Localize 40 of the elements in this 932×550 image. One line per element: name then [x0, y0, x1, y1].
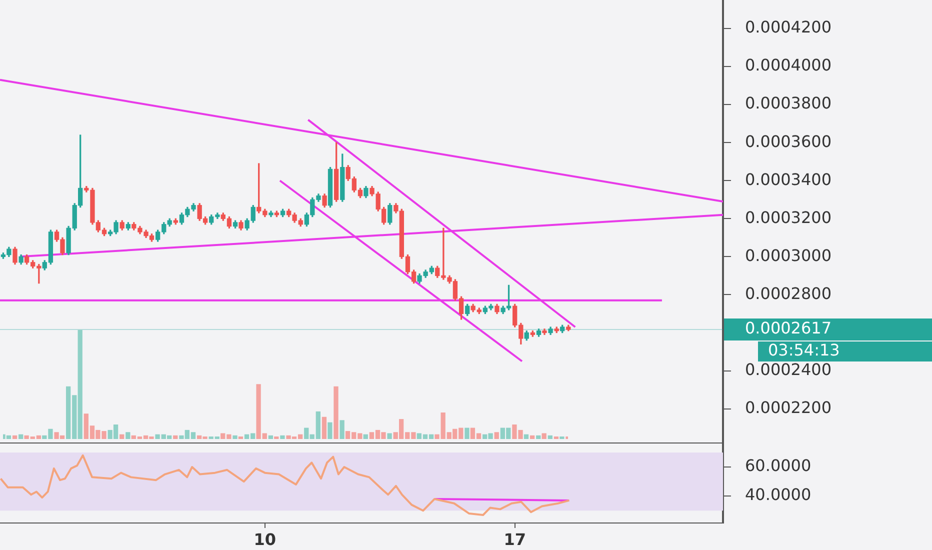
bar	[334, 386, 338, 439]
bar	[363, 434, 368, 439]
y-tick-label: 0.0002200	[745, 398, 832, 417]
bar	[340, 420, 344, 439]
y-tick-label: 0.0003000	[745, 246, 832, 265]
bar	[536, 435, 541, 439]
y-tick-label: 0.0003600	[745, 132, 832, 151]
y-tick-label: 0.0004000	[745, 56, 832, 75]
bar	[12, 435, 18, 439]
bar	[494, 432, 499, 439]
bar	[238, 436, 244, 439]
bar	[387, 433, 392, 439]
bar	[554, 436, 559, 439]
x-tick-label: 17	[504, 530, 526, 549]
text: 03:54:13	[768, 340, 840, 360]
bar	[542, 433, 546, 439]
bar	[120, 434, 124, 439]
y-tick-label: 0.0003400	[745, 170, 832, 189]
bar	[464, 428, 470, 439]
x-tick-label: 10	[254, 530, 276, 549]
bar	[268, 435, 274, 439]
bar	[524, 434, 529, 439]
y-tick-label: 0.0003800	[745, 94, 832, 113]
bar	[173, 435, 178, 439]
bar	[530, 435, 535, 439]
y-tick-label: 40.0000	[745, 485, 812, 504]
y-tick-label: 0.0004200	[745, 18, 832, 37]
bar	[274, 436, 279, 439]
ref-line-label: 0.0002617	[745, 318, 832, 338]
y-tick-label: 0.0003200	[745, 208, 832, 227]
bar	[280, 435, 285, 439]
bar	[126, 432, 130, 439]
bar	[322, 416, 327, 439]
y-tick-label: 60.0000	[745, 456, 812, 476]
bar	[18, 434, 24, 439]
y-tick-label: 0.0002800	[745, 284, 832, 303]
bar	[328, 422, 332, 439]
bar	[548, 435, 552, 439]
y-tick-label: 0.0002400	[745, 360, 832, 379]
bar	[232, 435, 238, 439]
